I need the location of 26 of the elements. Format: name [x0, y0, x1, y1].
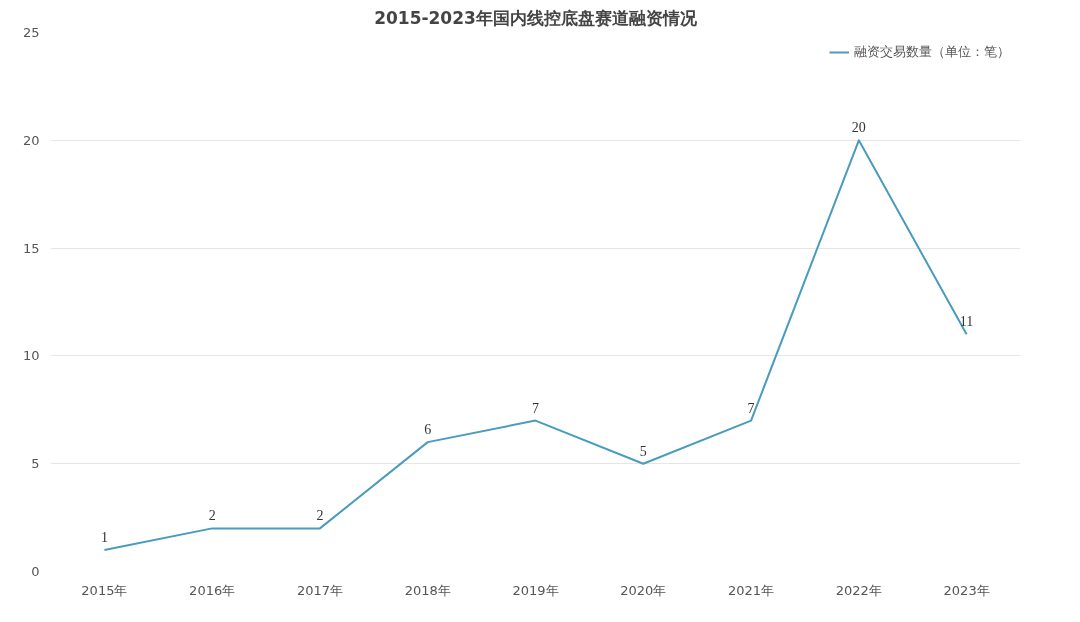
chart-title: 2015-2023年国内线控底盘赛道融资情况	[374, 7, 698, 28]
legend-label: 融资交易数量（单位：笔）	[854, 43, 1010, 61]
y-tick-label: 0	[31, 564, 40, 579]
y-tick-label: 25	[22, 25, 40, 40]
data-label: 11	[959, 314, 974, 330]
x-tick-label: 2023年	[943, 582, 990, 598]
y-tick-label: 20	[22, 132, 40, 148]
data-label: 5	[639, 443, 647, 459]
x-tick-label: 2021年	[728, 582, 775, 598]
data-label: 2	[208, 508, 216, 524]
x-tick-label: 2015年	[81, 582, 128, 598]
x-tick-label: 2019年	[512, 582, 559, 598]
x-tick-label: 2022年	[835, 582, 882, 598]
data-label: 6	[424, 422, 432, 438]
x-tick-label: 2018年	[404, 582, 451, 598]
data-label: 7	[532, 400, 539, 416]
data-label: 20	[851, 120, 866, 136]
x-tick-label: 2017年	[296, 582, 343, 598]
data-label: 7	[747, 400, 755, 416]
x-tick-label: 2016年	[189, 582, 236, 598]
y-tick-label: 10	[22, 348, 40, 364]
data-label: 2	[316, 508, 324, 524]
x-tick-label: 2020年	[620, 582, 667, 598]
y-tick-label: 5	[31, 456, 40, 472]
data-label: 1	[100, 529, 108, 545]
y-tick-label: 15	[22, 240, 40, 256]
